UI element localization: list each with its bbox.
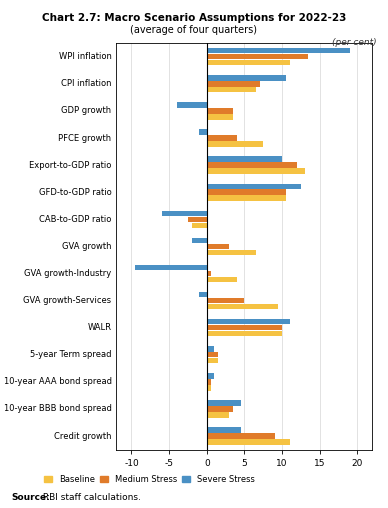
Bar [207,163,297,168]
Bar [207,108,233,114]
Bar [207,271,211,276]
Bar [199,130,207,135]
Bar [188,216,207,222]
Bar [199,292,207,297]
Bar [207,135,237,141]
Bar [207,249,256,255]
Bar [207,196,286,201]
Bar [207,54,308,59]
Bar [207,75,286,81]
Bar [192,223,207,228]
Bar [207,406,233,411]
Bar [177,102,207,108]
Bar [207,298,244,303]
Bar [207,60,289,66]
Text: (average of four quarters): (average of four quarters) [130,25,258,35]
Bar [207,385,211,391]
Bar [207,114,233,119]
Bar [207,400,241,406]
Bar [207,189,286,195]
Bar [161,211,207,216]
Bar [207,379,211,385]
Bar [207,183,301,189]
Bar [207,325,282,330]
Bar [192,238,207,243]
Bar [135,265,207,270]
Bar [207,156,282,162]
Legend: Baseline, Medium Stress, Severe Stress: Baseline, Medium Stress, Severe Stress [44,475,255,484]
Bar [207,48,350,53]
Bar [207,304,278,309]
Bar [207,412,229,418]
Bar [207,346,214,352]
Bar [207,439,289,444]
Bar [207,81,260,86]
Text: Source:: Source: [12,493,50,502]
Bar [207,319,289,325]
Bar [207,277,237,282]
Bar [207,168,305,174]
Bar [207,358,218,363]
Bar [207,141,263,147]
Bar [207,331,282,336]
Bar [207,427,241,433]
Text: Chart 2.7: Macro Scenario Assumptions for 2022-23: Chart 2.7: Macro Scenario Assumptions fo… [42,13,346,23]
Bar [207,433,275,439]
Text: RBI staff calculations.: RBI staff calculations. [40,493,141,502]
Text: (per cent): (per cent) [332,38,376,47]
Bar [207,373,214,378]
Bar [207,87,256,92]
Bar [207,352,218,358]
Bar [207,244,229,249]
